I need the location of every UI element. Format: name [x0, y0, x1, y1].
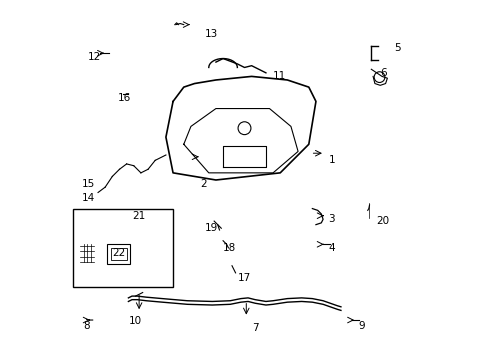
Text: 22: 22 — [112, 248, 125, 258]
FancyBboxPatch shape — [73, 208, 173, 287]
Text: 9: 9 — [358, 321, 365, 332]
Text: 18: 18 — [223, 243, 236, 253]
Text: 4: 4 — [328, 243, 334, 253]
Text: 8: 8 — [83, 321, 90, 332]
Text: 15: 15 — [82, 179, 95, 189]
Text: 6: 6 — [380, 68, 386, 78]
Text: 17: 17 — [237, 273, 250, 283]
Text: 13: 13 — [205, 28, 218, 39]
Text: 14: 14 — [82, 193, 95, 203]
Text: 20: 20 — [376, 216, 389, 226]
Text: 5: 5 — [394, 43, 400, 53]
FancyBboxPatch shape — [107, 244, 130, 264]
Text: 3: 3 — [328, 214, 334, 224]
Text: 11: 11 — [272, 71, 286, 81]
Text: 7: 7 — [251, 323, 258, 333]
Text: 16: 16 — [118, 93, 131, 103]
Text: 10: 10 — [128, 316, 141, 326]
Text: 21: 21 — [132, 211, 145, 221]
FancyBboxPatch shape — [110, 248, 126, 260]
Text: 12: 12 — [87, 52, 101, 62]
Text: 1: 1 — [328, 156, 334, 165]
Text: 2: 2 — [200, 179, 206, 189]
Text: 19: 19 — [205, 223, 218, 233]
